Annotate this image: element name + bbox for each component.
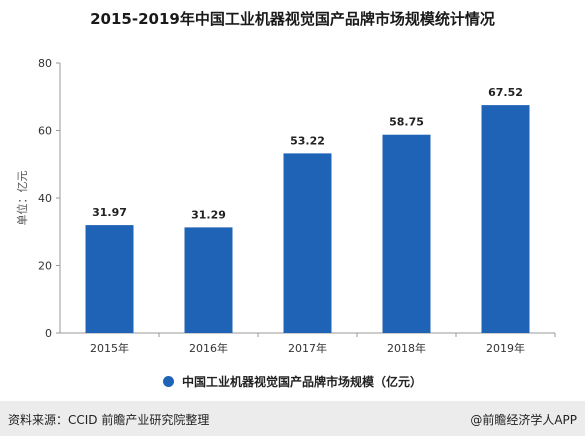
bar-value-label: 58.75 [389, 116, 424, 129]
x-tick-label: 2016年 [189, 341, 228, 355]
y-tick-label: 80 [38, 57, 52, 70]
y-axis-label: 单位：亿元 [15, 171, 29, 226]
bar-value-label: 67.52 [488, 86, 523, 99]
footer: 资料来源：CCID 前瞻产业研究院整理 @前瞻经济学人APP [0, 401, 585, 436]
x-tick-label: 2017年 [288, 341, 327, 355]
bar [382, 134, 431, 333]
bar-chart: 单位：亿元 0 20 40 60 80 2015年 2016年 2017年 2018年 2019年… [15, 57, 556, 355]
legend: 中国工业机器视觉国产品牌市场规模（亿元） [0, 373, 585, 390]
x-tick-label: 2018年 [387, 341, 426, 355]
axes: 0 20 40 60 80 2015年 2016年 2017年 2018年 2019年 [38, 57, 556, 355]
bar [481, 105, 530, 334]
brand-label: @前瞻经济学人APP [470, 413, 577, 427]
y-tick-label: 40 [38, 192, 52, 205]
legend-label: 中国工业机器视觉国产品牌市场规模（亿元） [181, 375, 422, 389]
y-tick-label: 60 [38, 125, 52, 138]
bars: 31.97 31.29 53.22 58.75 67.52 [85, 86, 530, 334]
bar [85, 225, 134, 333]
bar [184, 227, 233, 333]
bar-value-label: 31.29 [191, 208, 226, 221]
bar-value-label: 53.22 [290, 134, 325, 147]
y-tick-label: 20 [38, 260, 52, 273]
legend-swatch [162, 376, 174, 387]
bar [283, 153, 332, 333]
x-tick-label: 2019年 [486, 341, 525, 355]
x-tick-label: 2015年 [90, 341, 129, 355]
y-tick-label: 0 [45, 327, 52, 340]
chart-title: 2015-2019年中国工业机器视觉国产品牌市场规模统计情况 [90, 10, 495, 28]
source-note: 资料来源：CCID 前瞻产业研究院整理 [8, 413, 210, 427]
bar-value-label: 31.97 [92, 206, 127, 219]
